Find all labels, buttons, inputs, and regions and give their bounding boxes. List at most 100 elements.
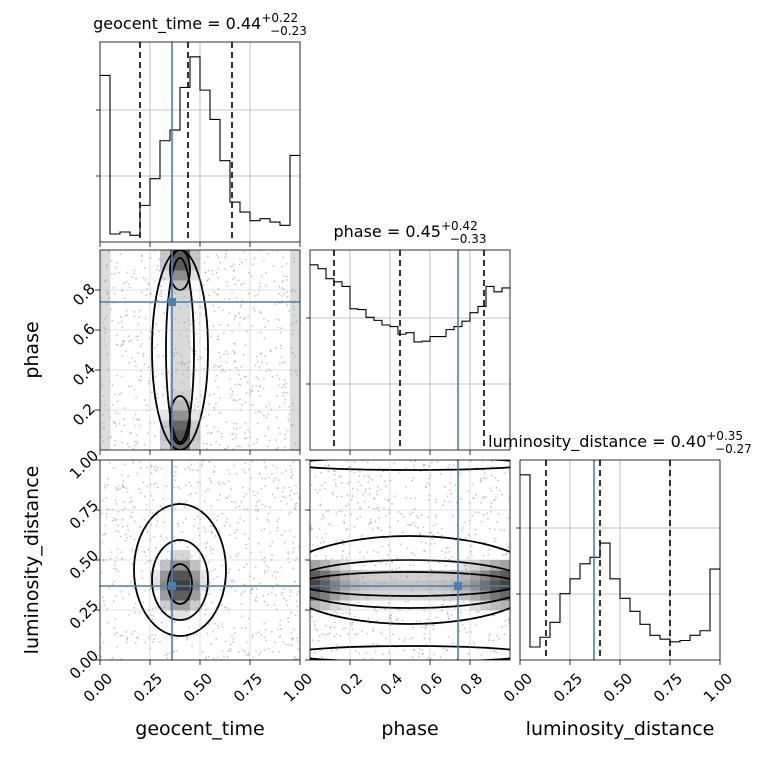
- sample-point: [412, 564, 415, 566]
- sample-point: [349, 513, 352, 515]
- sample-point: [263, 434, 266, 437]
- sample-point: [487, 518, 489, 520]
- sample-point: [356, 502, 359, 504]
- sample-point: [281, 361, 284, 364]
- density-cell: [190, 590, 201, 601]
- sample-point: [205, 546, 207, 549]
- sample-point: [119, 634, 122, 637]
- sample-point: [140, 331, 143, 334]
- sample-point: [233, 269, 235, 272]
- sample-point: [417, 655, 420, 658]
- sample-point: [431, 538, 433, 540]
- sample-point: [229, 568, 231, 571]
- sample-point: [213, 393, 216, 395]
- sample-point: [267, 593, 270, 596]
- sample-point: [127, 283, 130, 286]
- sample-point: [227, 649, 230, 652]
- sample-point: [242, 495, 245, 498]
- sample-point: [223, 655, 225, 658]
- sample-point: [255, 355, 258, 358]
- sample-point: [102, 440, 104, 442]
- marginal-panel-luminosity_distance: luminosity_distance = 0.40+0.35 −0.27: [488, 429, 752, 660]
- sample-point: [284, 391, 287, 394]
- sample-point: [218, 351, 220, 354]
- sample-point: [255, 501, 258, 504]
- sample-point: [196, 358, 199, 361]
- sample-point: [237, 553, 240, 555]
- density-cell: [170, 340, 181, 351]
- sample-point: [251, 324, 254, 327]
- sample-point: [247, 468, 250, 471]
- sample-point: [286, 429, 289, 432]
- sample-point: [321, 632, 324, 635]
- sample-point: [295, 484, 297, 487]
- sample-point: [128, 362, 130, 365]
- sample-point: [390, 576, 392, 579]
- sample-point: [283, 402, 286, 404]
- sample-point: [114, 266, 117, 269]
- sample-point: [145, 503, 148, 506]
- density-cell: [160, 440, 171, 450]
- density-cell: [180, 420, 191, 431]
- sample-point: [267, 566, 270, 569]
- density-cell: [180, 310, 191, 321]
- sample-point: [323, 481, 326, 484]
- sample-point: [440, 527, 443, 530]
- sample-point: [293, 535, 296, 538]
- sample-point: [238, 651, 241, 654]
- sample-point: [131, 632, 134, 635]
- sample-point: [155, 482, 158, 484]
- sample-point: [226, 469, 229, 472]
- sample-point: [138, 309, 141, 312]
- sample-point: [290, 471, 293, 473]
- sample-point: [411, 479, 413, 482]
- sample-point: [255, 633, 258, 635]
- sample-point: [264, 556, 266, 559]
- sample-point: [323, 464, 326, 467]
- sample-point: [255, 596, 258, 599]
- sample-point: [234, 506, 237, 509]
- sample-point: [310, 526, 313, 529]
- sample-point: [194, 353, 197, 356]
- x-tick-label: 0.50: [600, 670, 636, 706]
- sample-point: [293, 658, 296, 660]
- sample-point: [245, 653, 248, 656]
- sample-point: [242, 486, 244, 489]
- sample-point: [114, 422, 117, 424]
- sample-point: [398, 471, 401, 474]
- sample-point: [260, 529, 263, 532]
- sample-point: [260, 361, 263, 364]
- sample-point: [212, 325, 215, 327]
- sample-point: [258, 310, 261, 313]
- sample-point: [172, 388, 175, 391]
- density-cell: [190, 410, 201, 421]
- sample-point: [133, 272, 136, 275]
- sample-point: [414, 524, 417, 527]
- sample-point: [238, 323, 241, 326]
- sample-point: [376, 490, 379, 493]
- sample-point: [202, 442, 205, 445]
- sample-point: [298, 497, 300, 499]
- sample-point: [333, 610, 336, 613]
- sample-point: [152, 607, 154, 610]
- density-cell: [100, 440, 111, 450]
- sample-point: [247, 651, 250, 654]
- sample-point: [490, 510, 492, 513]
- sample-point: [221, 650, 224, 652]
- sample-point: [263, 600, 266, 603]
- sample-point: [112, 567, 115, 570]
- sample-point: [240, 304, 243, 306]
- sample-point: [316, 491, 319, 494]
- sample-point: [166, 653, 168, 655]
- sample-point: [138, 526, 141, 529]
- sample-point: [159, 504, 162, 507]
- sample-point: [284, 386, 286, 389]
- sample-point: [172, 650, 175, 653]
- density-cell: [290, 410, 300, 421]
- sample-point: [465, 564, 468, 567]
- density-cell: [290, 320, 300, 331]
- density-cell: [170, 420, 181, 431]
- sample-point: [273, 570, 276, 573]
- sample-point: [204, 542, 207, 545]
- sample-point: [124, 314, 127, 317]
